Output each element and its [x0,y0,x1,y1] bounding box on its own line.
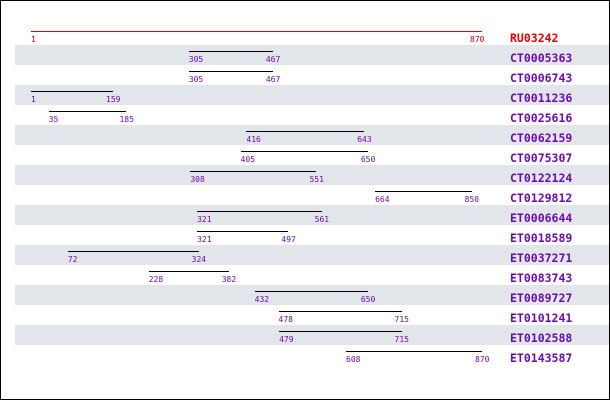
alignment-end-label: 870 [475,355,490,364]
alignment-end-label: 850 [464,195,480,204]
alignment-id-link[interactable]: CT0011236 [510,91,573,105]
alignment-bar [148,271,229,272]
alignment-bar [346,351,482,352]
alignment-start-label: 35 [48,115,59,124]
alignment-bar [188,51,273,52]
row-background [15,85,609,105]
alignment-start-label: 321 [197,235,212,244]
alignment-end-label: 382 [221,275,237,284]
alignment-end-label: 650 [360,155,376,164]
alignment-start-label: 432 [254,295,270,304]
row-background [15,125,609,145]
reference-bar [31,31,482,32]
alignment-bar [190,171,317,172]
alignment-id-link[interactable]: ET0143587 [510,351,573,365]
alignment-end-label: 159 [106,95,121,104]
alignment-bar [48,111,127,112]
row-background [15,45,609,65]
alignment-bar [375,191,472,192]
alignment-end-label: 324 [191,255,207,264]
reference-end-label: 870 [470,35,485,44]
alignment-id-link[interactable]: ET0006644 [510,211,573,225]
alignment-start-label: 72 [67,255,78,264]
alignment-id-link[interactable]: ET0102588 [510,331,573,345]
alignment-start-label: 416 [246,135,261,144]
reference-start-label: 1 [31,35,36,44]
alignment-start-label: 664 [375,195,390,204]
alignment-id-link[interactable]: CT0129812 [510,191,573,205]
alignment-id-link[interactable]: CT0025616 [510,111,573,125]
alignment-end-label: 185 [119,115,134,124]
alignment-start-label: 405 [240,155,256,164]
alignment-start-label: 1 [31,95,36,104]
alignment-end-label: 467 [265,55,281,64]
reference-id-link[interactable]: RU03242 [510,31,559,45]
alignment-end-label: 467 [265,75,281,84]
alignment-end-label: 643 [357,135,372,144]
alignment-bar [278,311,402,312]
alignment-bar [240,151,368,152]
alignment-bar [67,251,199,252]
alignment-start-label: 305 [188,55,204,64]
alignment-end-label: 715 [394,335,409,344]
alignment-bar [246,131,365,132]
alignment-id-link[interactable]: ET0101241 [510,311,573,325]
alignment-id-link[interactable]: ET0018589 [510,231,573,245]
alignment-end-label: 551 [309,175,324,184]
alignment-bar [197,231,289,232]
alignment-end-label: 650 [360,295,376,304]
alignment-bar [31,91,113,92]
alignment-bar [188,71,273,72]
alignment-id-link[interactable]: CT0005363 [510,51,573,65]
row-background [15,245,609,265]
alignment-bar [254,291,368,292]
alignment-start-label: 478 [278,315,293,324]
alignment-start-label: 305 [188,75,204,84]
row-background [15,165,609,185]
alignment-bar [197,211,322,212]
row-background [15,205,609,225]
alignment-start-label: 321 [197,215,212,224]
alignment-id-link[interactable]: CT0006743 [510,71,573,85]
alignment-start-label: 308 [190,175,205,184]
alignment-id-link[interactable]: CT0075307 [510,151,573,165]
alignment-id-link[interactable]: ET0083743 [510,271,573,285]
alignment-end-label: 715 [394,315,409,324]
alignment-id-link[interactable]: ET0089727 [510,291,573,305]
alignment-end-label: 561 [314,215,330,224]
alignment-start-label: 608 [346,355,361,364]
alignment-id-link[interactable]: CT0122124 [510,171,573,185]
alignment-start-label: 228 [148,275,164,284]
row-background [15,325,609,345]
alignment-id-link[interactable]: ET0037271 [510,251,573,265]
row-background [15,285,609,305]
alignment-id-link[interactable]: CT0062159 [510,131,573,145]
alignment-start-label: 479 [279,335,294,344]
alignment-end-label: 497 [281,235,296,244]
alignment-bar [279,331,402,332]
